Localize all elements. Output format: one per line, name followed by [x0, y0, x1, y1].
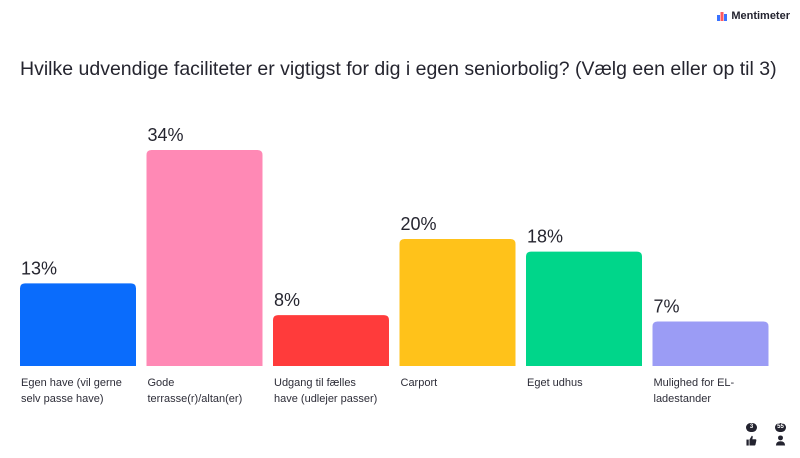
category-label-4: Carport: [400, 377, 438, 389]
value-label-4: 20%: [401, 214, 437, 234]
bar-2: [146, 150, 263, 366]
mentimeter-logo-icon: [717, 12, 728, 21]
bar-5: [526, 251, 642, 366]
value-label-3: 8%: [274, 290, 300, 310]
reactions-counter[interactable]: 3: [746, 423, 757, 446]
category-label-2: Gode terrasse(r)/altan(er): [147, 377, 243, 405]
value-label-5: 18%: [527, 227, 563, 247]
bar-4: [399, 238, 516, 366]
bar-6: [652, 321, 769, 366]
value-label-1: 13%: [21, 258, 57, 278]
participants-counter[interactable]: 55: [775, 423, 786, 446]
participants-count: 55: [775, 423, 786, 432]
brand-name: Mentimeter: [731, 10, 790, 22]
value-label-2: 34%: [148, 125, 184, 145]
category-label-6: Mulighed for EL-ladestander: [653, 377, 735, 405]
person-icon: [775, 435, 786, 446]
reactions-count: 3: [746, 423, 757, 432]
category-label-3: Udgang til fælles have (udlejer passer): [274, 377, 378, 405]
category-label-5: Eget udhus: [527, 377, 583, 389]
category-label-1: Egen have (vil gerne selv passe have): [21, 377, 122, 405]
value-label-6: 7%: [654, 297, 680, 317]
bar-3: [273, 315, 389, 366]
question-title: Hvilke udvendige faciliteter er vigtigst…: [20, 58, 777, 80]
thumbs-up-icon: [746, 435, 757, 446]
bar-1: [20, 283, 136, 366]
mentimeter-logo: Mentimeter: [717, 10, 790, 22]
